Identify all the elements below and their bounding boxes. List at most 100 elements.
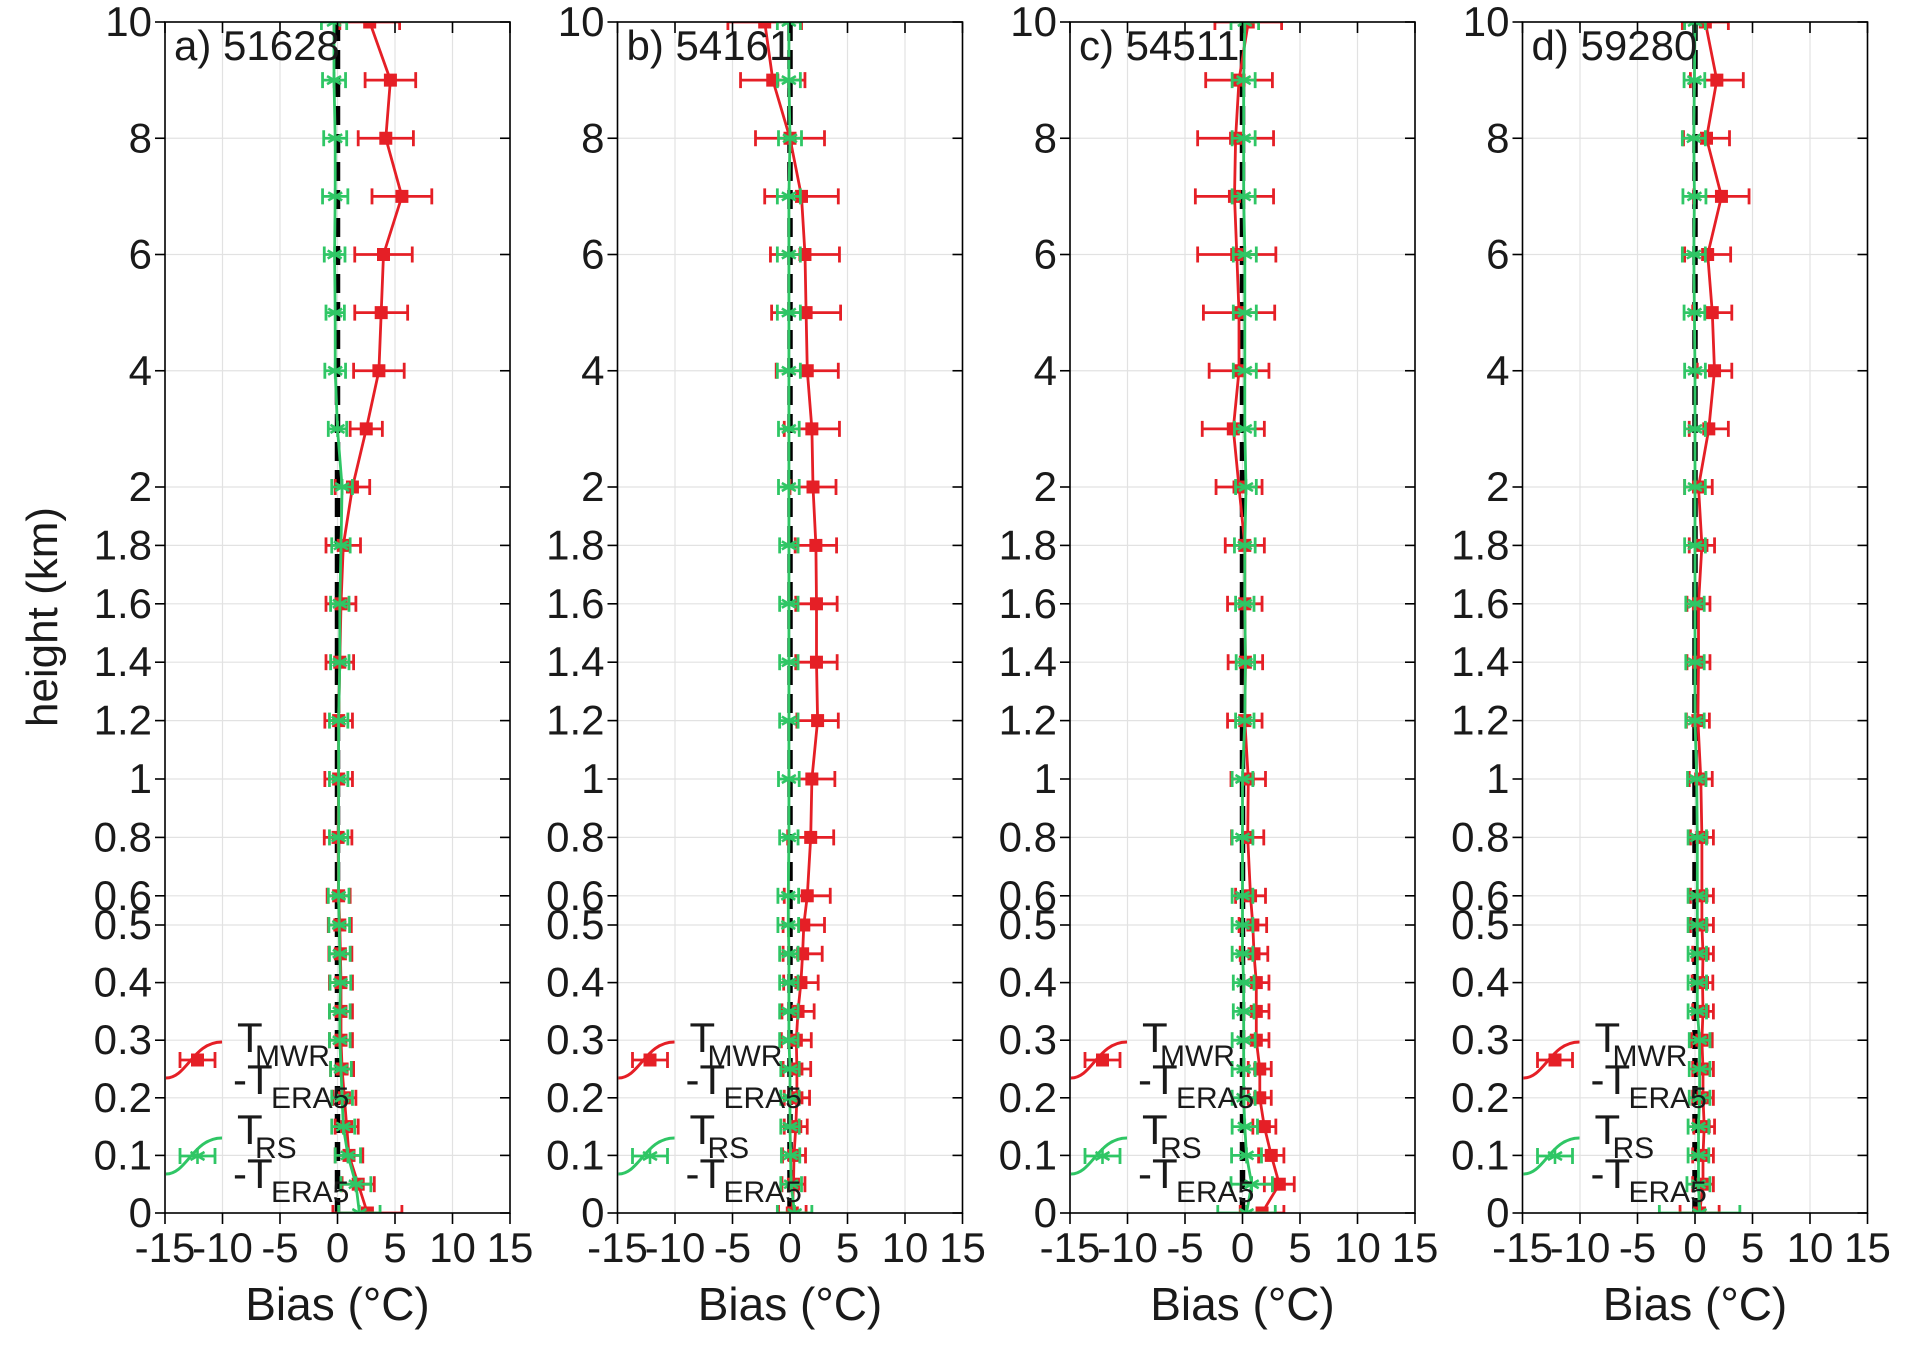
- marker-asterisk: [1236, 1032, 1252, 1049]
- marker-asterisk: [1687, 712, 1703, 729]
- marker-asterisk: [1237, 654, 1254, 671]
- error-bar: [1229, 22, 1260, 30]
- marker-asterisk: [1234, 829, 1251, 846]
- marker-asterisk: [782, 1061, 798, 1077]
- marker-asterisk: [781, 712, 797, 729]
- legend-rs-label-main: T: [690, 1106, 716, 1153]
- x-tick-label: 5: [1741, 1224, 1764, 1271]
- legend-rs-label2-main: -T: [1591, 1150, 1631, 1197]
- error-bar: [337, 1205, 382, 1213]
- marker-asterisk: [331, 771, 347, 787]
- marker-square: [383, 73, 397, 87]
- marker-asterisk: [781, 595, 797, 612]
- x-tick-label: 5: [383, 1224, 406, 1271]
- y-tick-label: 4: [1486, 347, 1509, 394]
- y-tick-label: 0.5: [999, 901, 1057, 948]
- x-tick-label: -15: [135, 1224, 196, 1271]
- marker-asterisk: [332, 595, 348, 612]
- asterisk-stroke: [1244, 1179, 1260, 1190]
- y-tick-label: 0.2: [999, 1074, 1057, 1121]
- legend-mwr-label2-main: -T: [1591, 1056, 1631, 1103]
- x-axis-label: Bias (°C): [1150, 1278, 1335, 1330]
- asterisk-stroke: [1689, 890, 1705, 901]
- marker-asterisk: [781, 420, 797, 437]
- marker-asterisk: [1237, 420, 1253, 437]
- y-tick-label: 2: [129, 463, 152, 510]
- marker-asterisk: [348, 1176, 364, 1193]
- panel-b: -15-10 -5 0 5 10 1500.10.20.30.40.50.60.811.2…: [546, 0, 986, 1330]
- legend-mwr-label-main: T: [1142, 1014, 1168, 1061]
- y-tick-label: 6: [1034, 231, 1057, 278]
- x-tick-label: 0: [778, 1224, 801, 1271]
- y-tick-label: 4: [581, 347, 604, 394]
- asterisk-stroke: [189, 1150, 206, 1162]
- y-tick-label: 0: [1034, 1189, 1057, 1236]
- marker-square: [379, 131, 393, 145]
- asterisk-stroke: [1686, 191, 1703, 202]
- marker-asterisk: [781, 22, 797, 30]
- legend-rs-label2-sub: ERA5: [724, 1176, 802, 1209]
- marker-asterisk: [327, 188, 343, 205]
- y-tick-label: 1: [1034, 755, 1057, 802]
- asterisk-stroke: [782, 1121, 798, 1132]
- asterisk-stroke: [1687, 22, 1698, 28]
- tick-group: [607, 21, 964, 1224]
- marker-asterisk: [1238, 1205, 1255, 1213]
- marker-square: [785, 1206, 799, 1213]
- legend-mwr-label2-sub: ERA5: [724, 1082, 802, 1115]
- marker-asterisk: [329, 420, 346, 437]
- marker-asterisk: [326, 72, 342, 89]
- marker-asterisk: [1236, 130, 1252, 147]
- panel-c: -15-10 -5 0 5 10 1500.10.20.30.40.50.60.811.2…: [999, 0, 1439, 1330]
- y-tick-label: 0.4: [94, 959, 152, 1006]
- marker-square: [800, 364, 814, 378]
- marker-asterisk: [1236, 188, 1252, 205]
- marker-square: [809, 538, 823, 552]
- asterisk-stroke: [781, 249, 797, 260]
- marker-asterisk: [1691, 1089, 1708, 1106]
- asterisk-stroke: [1687, 540, 1703, 551]
- asterisk-stroke: [326, 22, 337, 28]
- x-tick-label: -15: [1040, 1224, 1101, 1271]
- y-tick-label: 8: [581, 114, 604, 161]
- marker-asterisk: [781, 654, 797, 671]
- marker-asterisk: [1686, 246, 1702, 263]
- legend-rs-label2-main: -T: [686, 1150, 726, 1197]
- y-tick-label: 0: [581, 1189, 604, 1236]
- marker-asterisk: [1687, 654, 1703, 671]
- y-tick-label: 0.8: [94, 813, 152, 860]
- marker-square: [1710, 73, 1724, 87]
- error-bar: [775, 22, 802, 30]
- marker-asterisk: [1687, 595, 1703, 612]
- y-tick-label: 1.6: [999, 580, 1057, 627]
- marker-asterisk: [1687, 420, 1703, 437]
- marker-asterisk: [781, 479, 797, 495]
- legend-mwr-label-main: T: [690, 1014, 716, 1061]
- legend-mwr-label2-sub: ERA5: [1176, 1082, 1254, 1115]
- marker-asterisk: [1689, 1003, 1705, 1020]
- panel-title: d) 59280: [1532, 22, 1698, 69]
- marker-square: [360, 1206, 374, 1213]
- marker-square: [377, 248, 390, 261]
- marker-asterisk: [1691, 1205, 1708, 1213]
- asterisk-stroke: [1234, 948, 1251, 959]
- legend-mwr-label-sub: MWR: [255, 1040, 330, 1073]
- legend-rs-label-main: T: [237, 1106, 263, 1153]
- x-tick-label: -10: [192, 1224, 253, 1271]
- marker-square: [805, 422, 819, 436]
- marker-asterisk: [332, 1032, 348, 1049]
- marker-asterisk: [1689, 945, 1705, 962]
- legend-rs-marker: [189, 1148, 206, 1164]
- y-tick-label: 0.3: [999, 1016, 1057, 1063]
- marker-square: [809, 597, 823, 611]
- asterisk-stroke: [1236, 133, 1252, 144]
- asterisk-stroke: [1237, 249, 1253, 260]
- marker-asterisk: [1687, 479, 1703, 495]
- marker-asterisk: [1236, 1003, 1252, 1020]
- y-tick-label: 0.8: [546, 813, 604, 860]
- marker-square: [797, 918, 811, 932]
- marker-asterisk: [782, 1089, 798, 1106]
- marker-asterisk: [327, 362, 343, 379]
